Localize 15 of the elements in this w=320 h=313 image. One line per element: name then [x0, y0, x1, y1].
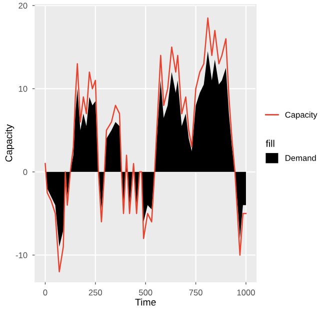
y-tick-label: 0: [23, 169, 28, 175]
line-series: [44, 17, 247, 272]
x-tick-label: 500: [138, 290, 152, 296]
x-tick-label: 250: [88, 290, 102, 296]
y-tick-label: 10: [18, 86, 28, 92]
legend-title: fill: [266, 140, 274, 147]
y-tick-label: 20: [18, 2, 28, 9]
x-axis-title: Time: [135, 298, 156, 306]
y-axis-title: Capacity: [5, 124, 14, 162]
x-tick-label: 1000: [237, 290, 255, 296]
legend-label: Capacity: [285, 112, 318, 120]
x-tick-label: 750: [189, 290, 202, 296]
legend-label: Demand: [286, 154, 316, 161]
x-tick-label: 0: [43, 290, 48, 296]
y-tick-label: -10: [16, 252, 28, 258]
